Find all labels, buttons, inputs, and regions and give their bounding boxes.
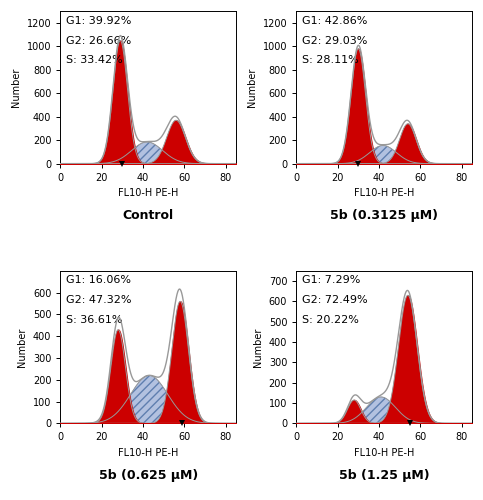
Text: S: 36.61%: S: 36.61% xyxy=(66,315,122,325)
Text: G2: 47.32%: G2: 47.32% xyxy=(66,295,131,305)
Text: G2: 26.66%: G2: 26.66% xyxy=(66,36,131,46)
Text: S: 28.11%: S: 28.11% xyxy=(301,56,358,66)
Text: G2: 72.49%: G2: 72.49% xyxy=(301,295,367,305)
Text: 5b (0.3125 μM): 5b (0.3125 μM) xyxy=(330,210,438,222)
Text: 5b (0.625 μM): 5b (0.625 μM) xyxy=(99,469,198,482)
X-axis label: FL10-H PE-H: FL10-H PE-H xyxy=(118,188,178,198)
Text: S: 20.22%: S: 20.22% xyxy=(301,315,358,325)
Text: G1: 42.86%: G1: 42.86% xyxy=(301,16,367,26)
X-axis label: FL10-H PE-H: FL10-H PE-H xyxy=(354,188,414,198)
Y-axis label: Number: Number xyxy=(247,68,257,107)
Text: 5b (1.25 μM): 5b (1.25 μM) xyxy=(339,469,429,482)
Y-axis label: Number: Number xyxy=(11,68,21,107)
X-axis label: FL10-H PE-H: FL10-H PE-H xyxy=(354,448,414,458)
Text: G1: 16.06%: G1: 16.06% xyxy=(66,276,130,285)
Y-axis label: Number: Number xyxy=(17,328,27,367)
Text: G1: 39.92%: G1: 39.92% xyxy=(66,16,131,26)
Text: G2: 29.03%: G2: 29.03% xyxy=(301,36,367,46)
Text: S: 33.42%: S: 33.42% xyxy=(66,56,122,66)
Text: G1: 7.29%: G1: 7.29% xyxy=(301,276,360,285)
Y-axis label: Number: Number xyxy=(253,328,263,367)
Text: Control: Control xyxy=(123,210,174,222)
X-axis label: FL10-H PE-H: FL10-H PE-H xyxy=(118,448,178,458)
